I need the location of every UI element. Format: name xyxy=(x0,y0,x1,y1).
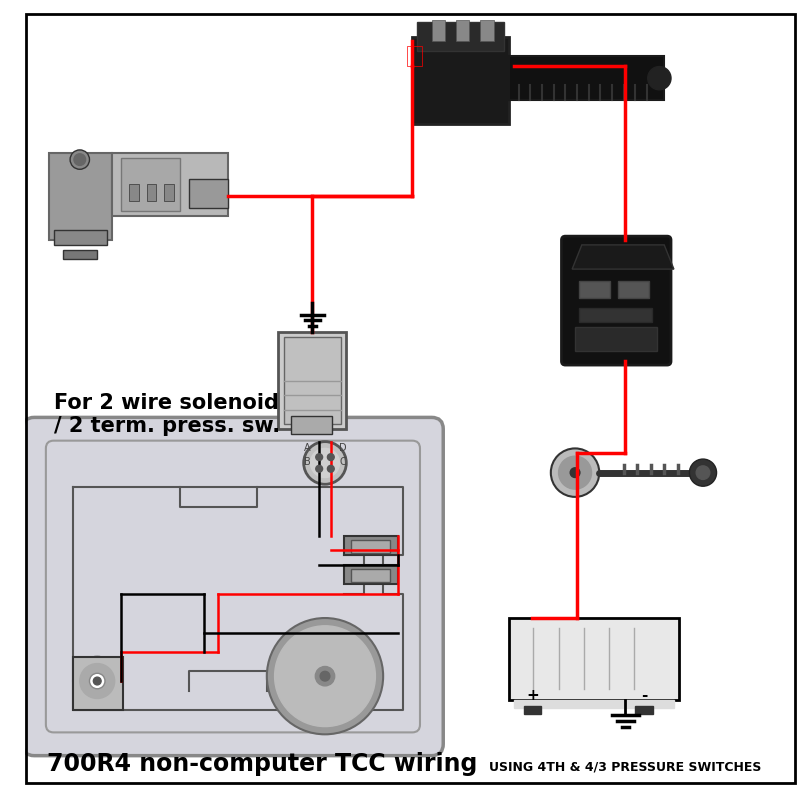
Text: USING 4TH & 4/3 PRESSURE SWITCHES: USING 4TH & 4/3 PRESSURE SWITCHES xyxy=(489,760,762,773)
Bar xyxy=(407,46,422,65)
Circle shape xyxy=(328,465,334,472)
Bar xyxy=(579,308,652,323)
Bar xyxy=(412,37,509,124)
Bar xyxy=(291,416,332,434)
Circle shape xyxy=(275,626,375,727)
Circle shape xyxy=(697,466,710,480)
Circle shape xyxy=(316,465,323,472)
Circle shape xyxy=(89,673,105,689)
Circle shape xyxy=(648,66,671,90)
Circle shape xyxy=(570,468,580,477)
Bar xyxy=(344,565,398,584)
Text: D: D xyxy=(339,443,346,453)
Bar xyxy=(164,184,174,202)
Polygon shape xyxy=(572,245,674,269)
Bar xyxy=(121,158,179,211)
Bar xyxy=(53,230,107,245)
Bar xyxy=(129,184,139,202)
Circle shape xyxy=(320,671,330,681)
Circle shape xyxy=(559,456,591,489)
Bar xyxy=(456,20,469,41)
Bar xyxy=(112,153,228,216)
Bar xyxy=(351,568,390,582)
Bar xyxy=(417,22,505,51)
Circle shape xyxy=(328,453,334,461)
Circle shape xyxy=(316,453,323,461)
Circle shape xyxy=(73,657,121,705)
Bar xyxy=(514,701,674,709)
Bar xyxy=(635,706,653,714)
Bar xyxy=(190,179,228,208)
Circle shape xyxy=(267,618,383,734)
Circle shape xyxy=(551,449,599,497)
Bar xyxy=(344,536,398,555)
Bar xyxy=(509,618,679,701)
Bar xyxy=(579,281,610,298)
Bar xyxy=(73,657,124,710)
FancyBboxPatch shape xyxy=(561,236,671,365)
Bar xyxy=(147,184,156,202)
Bar xyxy=(49,153,112,240)
Bar xyxy=(63,249,97,259)
Bar xyxy=(432,20,446,41)
Text: For 2 wire solenoid
/ 2 term. press. sw.: For 2 wire solenoid / 2 term. press. sw. xyxy=(53,393,280,437)
Text: B: B xyxy=(304,457,311,467)
Text: -: - xyxy=(641,689,647,703)
Bar xyxy=(509,56,664,100)
Circle shape xyxy=(70,150,89,169)
Bar xyxy=(285,337,340,424)
Text: 700R4 non-computer TCC wiring: 700R4 non-computer TCC wiring xyxy=(47,752,477,776)
Circle shape xyxy=(316,666,335,686)
Bar xyxy=(524,706,541,714)
Text: +: + xyxy=(526,689,539,703)
Bar xyxy=(278,332,347,429)
Text: A: A xyxy=(304,443,311,453)
Circle shape xyxy=(74,154,85,166)
Bar xyxy=(480,20,493,41)
Circle shape xyxy=(311,449,340,477)
FancyBboxPatch shape xyxy=(22,418,443,756)
Circle shape xyxy=(93,677,101,685)
Bar xyxy=(575,328,658,351)
Bar xyxy=(618,281,649,298)
Circle shape xyxy=(304,442,347,485)
Text: C: C xyxy=(339,457,346,467)
Bar xyxy=(351,540,390,553)
Circle shape xyxy=(80,664,115,698)
Circle shape xyxy=(689,459,717,486)
